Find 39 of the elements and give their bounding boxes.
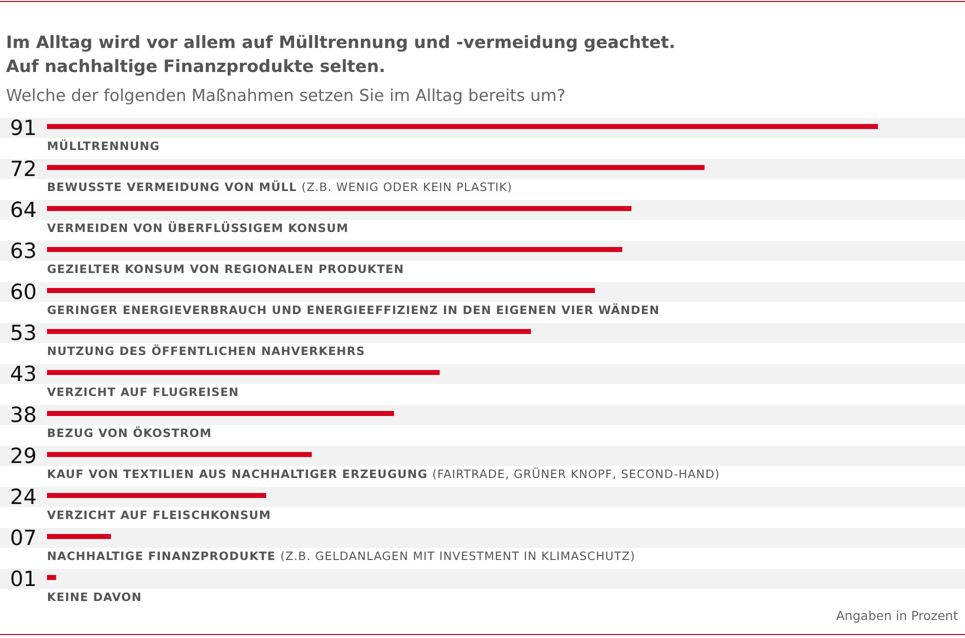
y-tick-label: KEINE DAVON	[47, 590, 142, 604]
bar	[47, 124, 878, 129]
bar	[47, 493, 266, 498]
data-label: 72	[10, 157, 37, 181]
y-tick-label: VERZICHT AUF FLEISCHKONSUM	[47, 508, 272, 522]
y-tick-label: MÜLLTRENNUNG	[47, 139, 160, 153]
y-tick-label: VERMEIDEN VON ÜBERFLÜSSIGEM KONSUM	[47, 221, 349, 235]
data-label: 60	[10, 280, 37, 304]
y-tick-label: VERZICHT AUF FLUGREISEN	[47, 385, 239, 399]
data-label: 43	[10, 362, 37, 386]
bar	[47, 575, 56, 580]
chart-title: Im Alltag wird vor allem auf Mülltrennung und -vermeidung geachtet. Auf nachhaltige Finanzprodukte selten.	[6, 33, 676, 77]
data-label: 53	[10, 321, 37, 345]
data-label: 29	[10, 444, 37, 468]
y-tick-label: NUTZUNG DES ÖFFENTLICHEN NAHVERKEHRS	[47, 344, 366, 358]
data-label: 01	[10, 567, 37, 591]
data-label: 64	[10, 198, 37, 222]
y-tick-label: GERINGER ENERGIEVERBRAUCH UND ENERGIEEFFIZIENZ IN DEN EIGENEN VIER WÄNDEN	[47, 303, 660, 317]
annotation: Angaben in Prozent	[836, 608, 958, 623]
data-label: 63	[10, 239, 37, 263]
data-label: 07	[10, 526, 37, 550]
bar	[47, 288, 595, 293]
bar	[47, 247, 622, 252]
y-tick-label: BEWUSSTE VERMEIDUNG VON MÜLL (Z.B. WENIG ODER KEIN PLASTIK)	[47, 180, 512, 194]
y-tick-label: BEZUG VON ÖKOSTROM	[47, 426, 212, 440]
data-label: 38	[10, 403, 37, 427]
bar	[47, 206, 632, 211]
bar	[47, 452, 312, 457]
y-tick-label: GEZIELTER KONSUM VON REGIONALEN PRODUKTEN	[47, 262, 404, 276]
bar	[47, 534, 111, 539]
data-label: 24	[10, 485, 37, 509]
bar	[47, 370, 440, 375]
chart-subtitle: Welche der folgenden Maßnahmen setzen Sie im Alltag bereits um?	[6, 86, 566, 105]
bar	[47, 165, 704, 170]
y-tick-label: KAUF VON TEXTILIEN AUS NACHHALTIGER ERZEUGUNG (FAIRTRADE, GRÜNER KNOPF, SECOND-HAND)	[47, 467, 720, 481]
bar	[47, 411, 394, 416]
y-tick-label: NACHHALTIGE FINANZPRODUKTE (Z.B. GELDANLAGEN MIT INVESTMENT IN KLIMASCHUTZ)	[47, 549, 636, 563]
bar	[47, 329, 531, 334]
data-label: 91	[10, 116, 37, 140]
